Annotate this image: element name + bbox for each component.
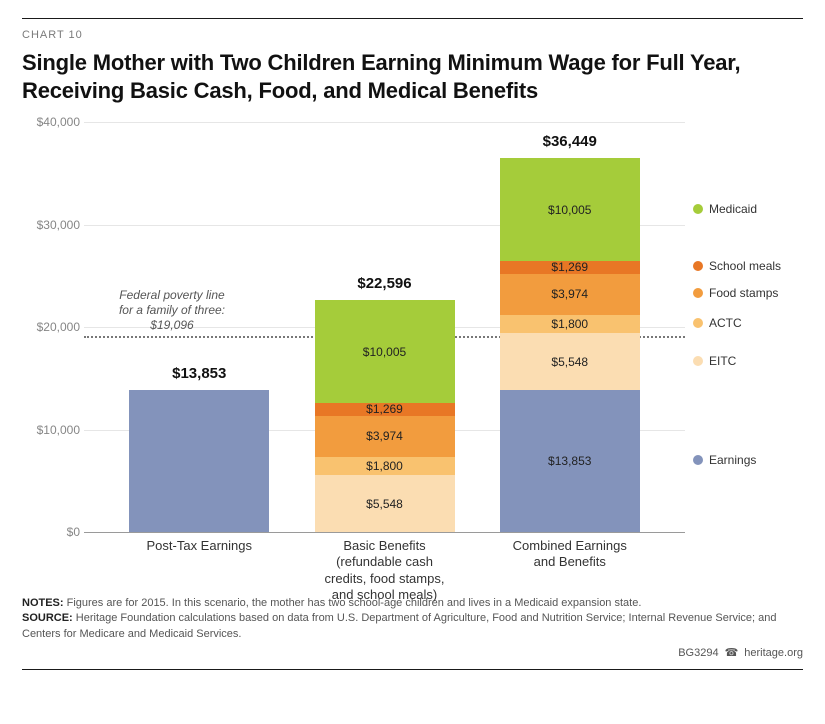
legend-label: Medicaid [709, 202, 757, 216]
attribution: BG3294 ☎ heritage.org [22, 646, 803, 665]
segment-value-label: $3,974 [551, 287, 588, 301]
source-label: SOURCE: [22, 612, 73, 624]
legend-label: ACTC [709, 316, 742, 330]
legend-swatch [693, 356, 703, 366]
y-tick-label: $10,000 [28, 423, 80, 437]
bar-segment-actc: $1,800 [500, 315, 640, 333]
x-axis-label: Basic Benefits(refundable cashcredits, f… [295, 538, 475, 603]
bar-segment-eitc: $5,548 [315, 475, 455, 532]
segment-value-label: $1,269 [551, 260, 588, 274]
legend-item-food_stamps: Food stamps [693, 286, 778, 300]
chart-number: CHART 10 [22, 29, 803, 41]
bar-segment-school_meals: $1,269 [500, 261, 640, 274]
segment-value-label: $3,974 [366, 429, 403, 443]
legend-swatch [693, 455, 703, 465]
legend-label: Earnings [709, 453, 756, 467]
x-axis-label: Combined Earningsand Benefits [480, 538, 660, 571]
legend-label: Food stamps [709, 286, 778, 300]
legend-item-actc: ACTC [693, 316, 742, 330]
bar-segment-medicaid: $10,005 [315, 300, 455, 403]
attribution-site: heritage.org [744, 647, 803, 659]
legend-swatch [693, 318, 703, 328]
legend-label: EITC [709, 354, 736, 368]
legend-swatch [693, 288, 703, 298]
attribution-code: BG3294 [678, 647, 718, 659]
bar-segment-earnings: $13,853 [500, 390, 640, 532]
source-text: Heritage Foundation calculations based o… [22, 612, 777, 639]
bar-segment-actc: $1,800 [315, 457, 455, 475]
legend-swatch [693, 204, 703, 214]
legend-item-eitc: EITC [693, 354, 736, 368]
y-tick-label: $40,000 [28, 115, 80, 129]
segment-value-label: $1,800 [551, 317, 588, 331]
segment-value-label: $1,800 [366, 459, 403, 473]
segment-value-label: $10,005 [548, 203, 591, 217]
bar-segment-food_stamps: $3,974 [315, 416, 455, 457]
x-axis-label: Post-Tax Earnings [109, 538, 289, 554]
legend-item-medicaid: Medicaid [693, 202, 757, 216]
source-line: SOURCE: Heritage Foundation calculations… [22, 611, 803, 642]
legend: Medicaid School meals Food stamps ACTC EITC E… [693, 122, 803, 532]
chart-area: $0$10,000$20,000$30,000$40,000Federal po… [28, 122, 803, 592]
top-rule [22, 18, 803, 19]
chart-container: CHART 10 Single Mother with Two Children… [0, 0, 825, 724]
bell-icon: ☎ [725, 646, 739, 659]
bottom-rule [22, 669, 803, 670]
poverty-line-label: Federal poverty linefor a family of thre… [102, 288, 242, 333]
bar-total-label: $36,449 [500, 133, 640, 150]
bar-segment-food_stamps: $3,974 [500, 274, 640, 315]
segment-value-label: $1,269 [366, 402, 403, 416]
y-tick-label: $20,000 [28, 320, 80, 334]
bar-segment-medicaid: $10,005 [500, 158, 640, 261]
segment-value-label: $13,853 [548, 454, 591, 468]
segment-value-label: $5,548 [366, 497, 403, 511]
legend-item-school_meals: School meals [693, 259, 781, 273]
bar-total-label: $22,596 [315, 275, 455, 292]
legend-label: School meals [709, 259, 781, 273]
legend-swatch [693, 261, 703, 271]
bar-segment-eitc: $5,548 [500, 333, 640, 390]
segment-value-label: $10,005 [363, 345, 406, 359]
segment-value-label: $5,548 [551, 355, 588, 369]
bar-segment-earnings [129, 390, 269, 532]
bar-segment-school_meals: $1,269 [315, 403, 455, 416]
gridline [84, 122, 685, 123]
notes-label: NOTES: [22, 597, 64, 609]
y-tick-label: $0 [28, 525, 80, 539]
y-tick-label: $30,000 [28, 218, 80, 232]
axis-baseline [84, 532, 685, 533]
chart-title: Single Mother with Two Children Earning … [22, 49, 803, 104]
bar-total-label: $13,853 [129, 365, 269, 382]
legend-item-earnings: Earnings [693, 453, 756, 467]
